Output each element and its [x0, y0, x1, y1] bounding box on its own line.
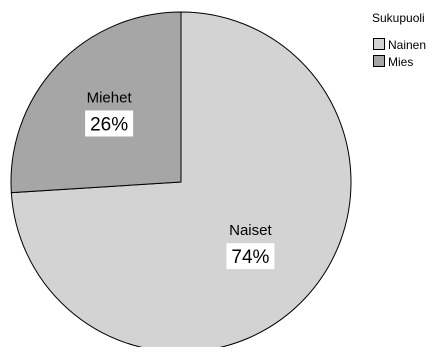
legend-label-mies: Mies — [388, 55, 413, 69]
pie-slice-miehet — [10, 11, 182, 194]
value-label-miehet: 26% — [90, 115, 128, 136]
legend-swatch-nainen — [373, 38, 385, 50]
legend-swatch-mies — [373, 55, 385, 67]
slice-label-naiset: Naiset — [229, 222, 272, 239]
legend-title: Sukupuoli — [372, 11, 425, 25]
slice-label-miehet: Miehet — [87, 90, 133, 107]
legend: Sukupuoli Nainen Mies — [372, 11, 426, 69]
slices-layer — [10, 11, 352, 352]
value-label-naiset: 74% — [231, 247, 269, 268]
value-label-box-naiset — [226, 243, 275, 270]
legend-label-nainen: Nainen — [388, 38, 426, 52]
value-label-box-miehet — [85, 110, 134, 137]
labels-layer: Naiset 74% Miehet 26% — [85, 90, 275, 270]
